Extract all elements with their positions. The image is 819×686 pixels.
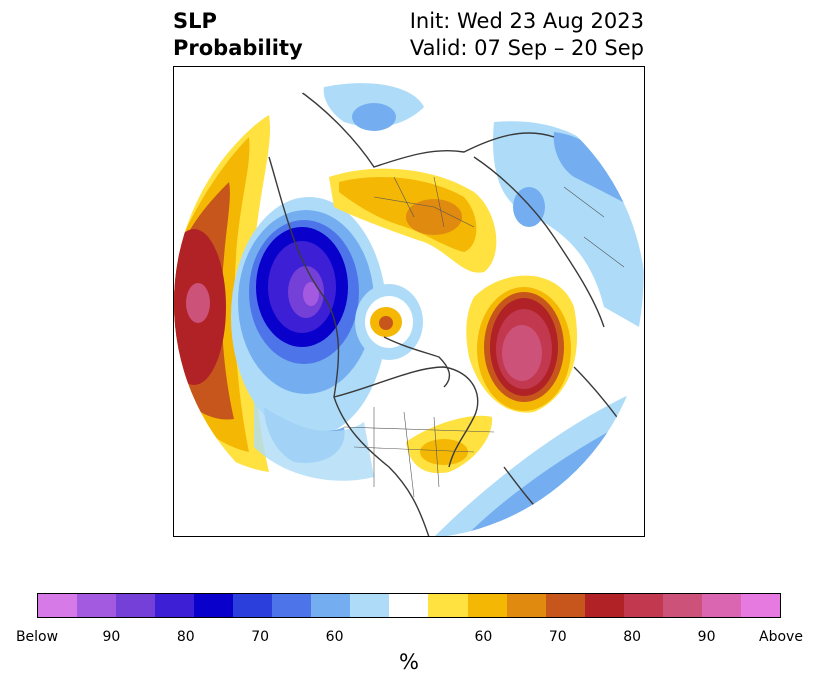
colorbar-segment: [311, 594, 351, 617]
colorbar-segment: [116, 594, 156, 617]
chart-title: SLP Probability: [173, 8, 303, 62]
coastlines: [268, 86, 640, 536]
colorbar-segment: [77, 594, 117, 617]
metric-label: Probability: [173, 36, 303, 60]
colorbar-segment: [623, 594, 663, 617]
colorbar-segment: [701, 594, 741, 617]
colorbar-segment: [350, 594, 390, 617]
colorbar-tick-label: Below: [15, 629, 59, 645]
colorbar-segment: [584, 594, 624, 617]
colorbar-segment: [272, 594, 312, 617]
colorbar-segment: [545, 594, 585, 617]
colorbar: [37, 593, 781, 618]
map-panel: [173, 66, 645, 537]
anomaly-arctic-above: [355, 284, 423, 360]
colorbar-tick-label: 70: [548, 629, 567, 645]
variable-label: SLP: [173, 9, 217, 33]
anomaly-alaska-below: [231, 197, 387, 437]
colorbar-segment: [467, 594, 507, 617]
borders: [343, 176, 625, 498]
colorbar-unit: %: [399, 650, 419, 674]
colorbar-segment: [155, 594, 195, 617]
colorbar-segment: [389, 594, 429, 617]
colorbar-tick-label: 80: [176, 629, 195, 645]
colorbar-segment: [428, 594, 468, 617]
colorbar-tick-label: 80: [623, 629, 642, 645]
anomaly-siberia-above: [329, 168, 497, 273]
colorbar-tick-label: 90: [102, 629, 121, 645]
colorbar-segment: [233, 594, 273, 617]
colorbar-segment: [194, 594, 234, 617]
colorbar-segment: [740, 594, 780, 617]
colorbar-tick-label: 90: [697, 629, 716, 645]
anomaly-atlantic-above: [466, 275, 578, 413]
colorbar-tick-label: 60: [474, 629, 493, 645]
colorbar-segment: [506, 594, 546, 617]
date-info: Init: Wed 23 Aug 2023 Valid: 07 Sep – 20…: [410, 8, 644, 62]
colorbar-tick-label: 60: [325, 629, 344, 645]
colorbar-tick-label: 70: [251, 629, 270, 645]
valid-range: Valid: 07 Sep – 20 Sep: [409, 36, 644, 60]
colorbar-segment: [662, 594, 702, 617]
colorbar-tick-label: Above: [759, 629, 803, 645]
colorbar-segment: [38, 594, 78, 617]
init-date: Init: Wed 23 Aug 2023: [409, 9, 644, 33]
polar-map: [174, 67, 644, 536]
